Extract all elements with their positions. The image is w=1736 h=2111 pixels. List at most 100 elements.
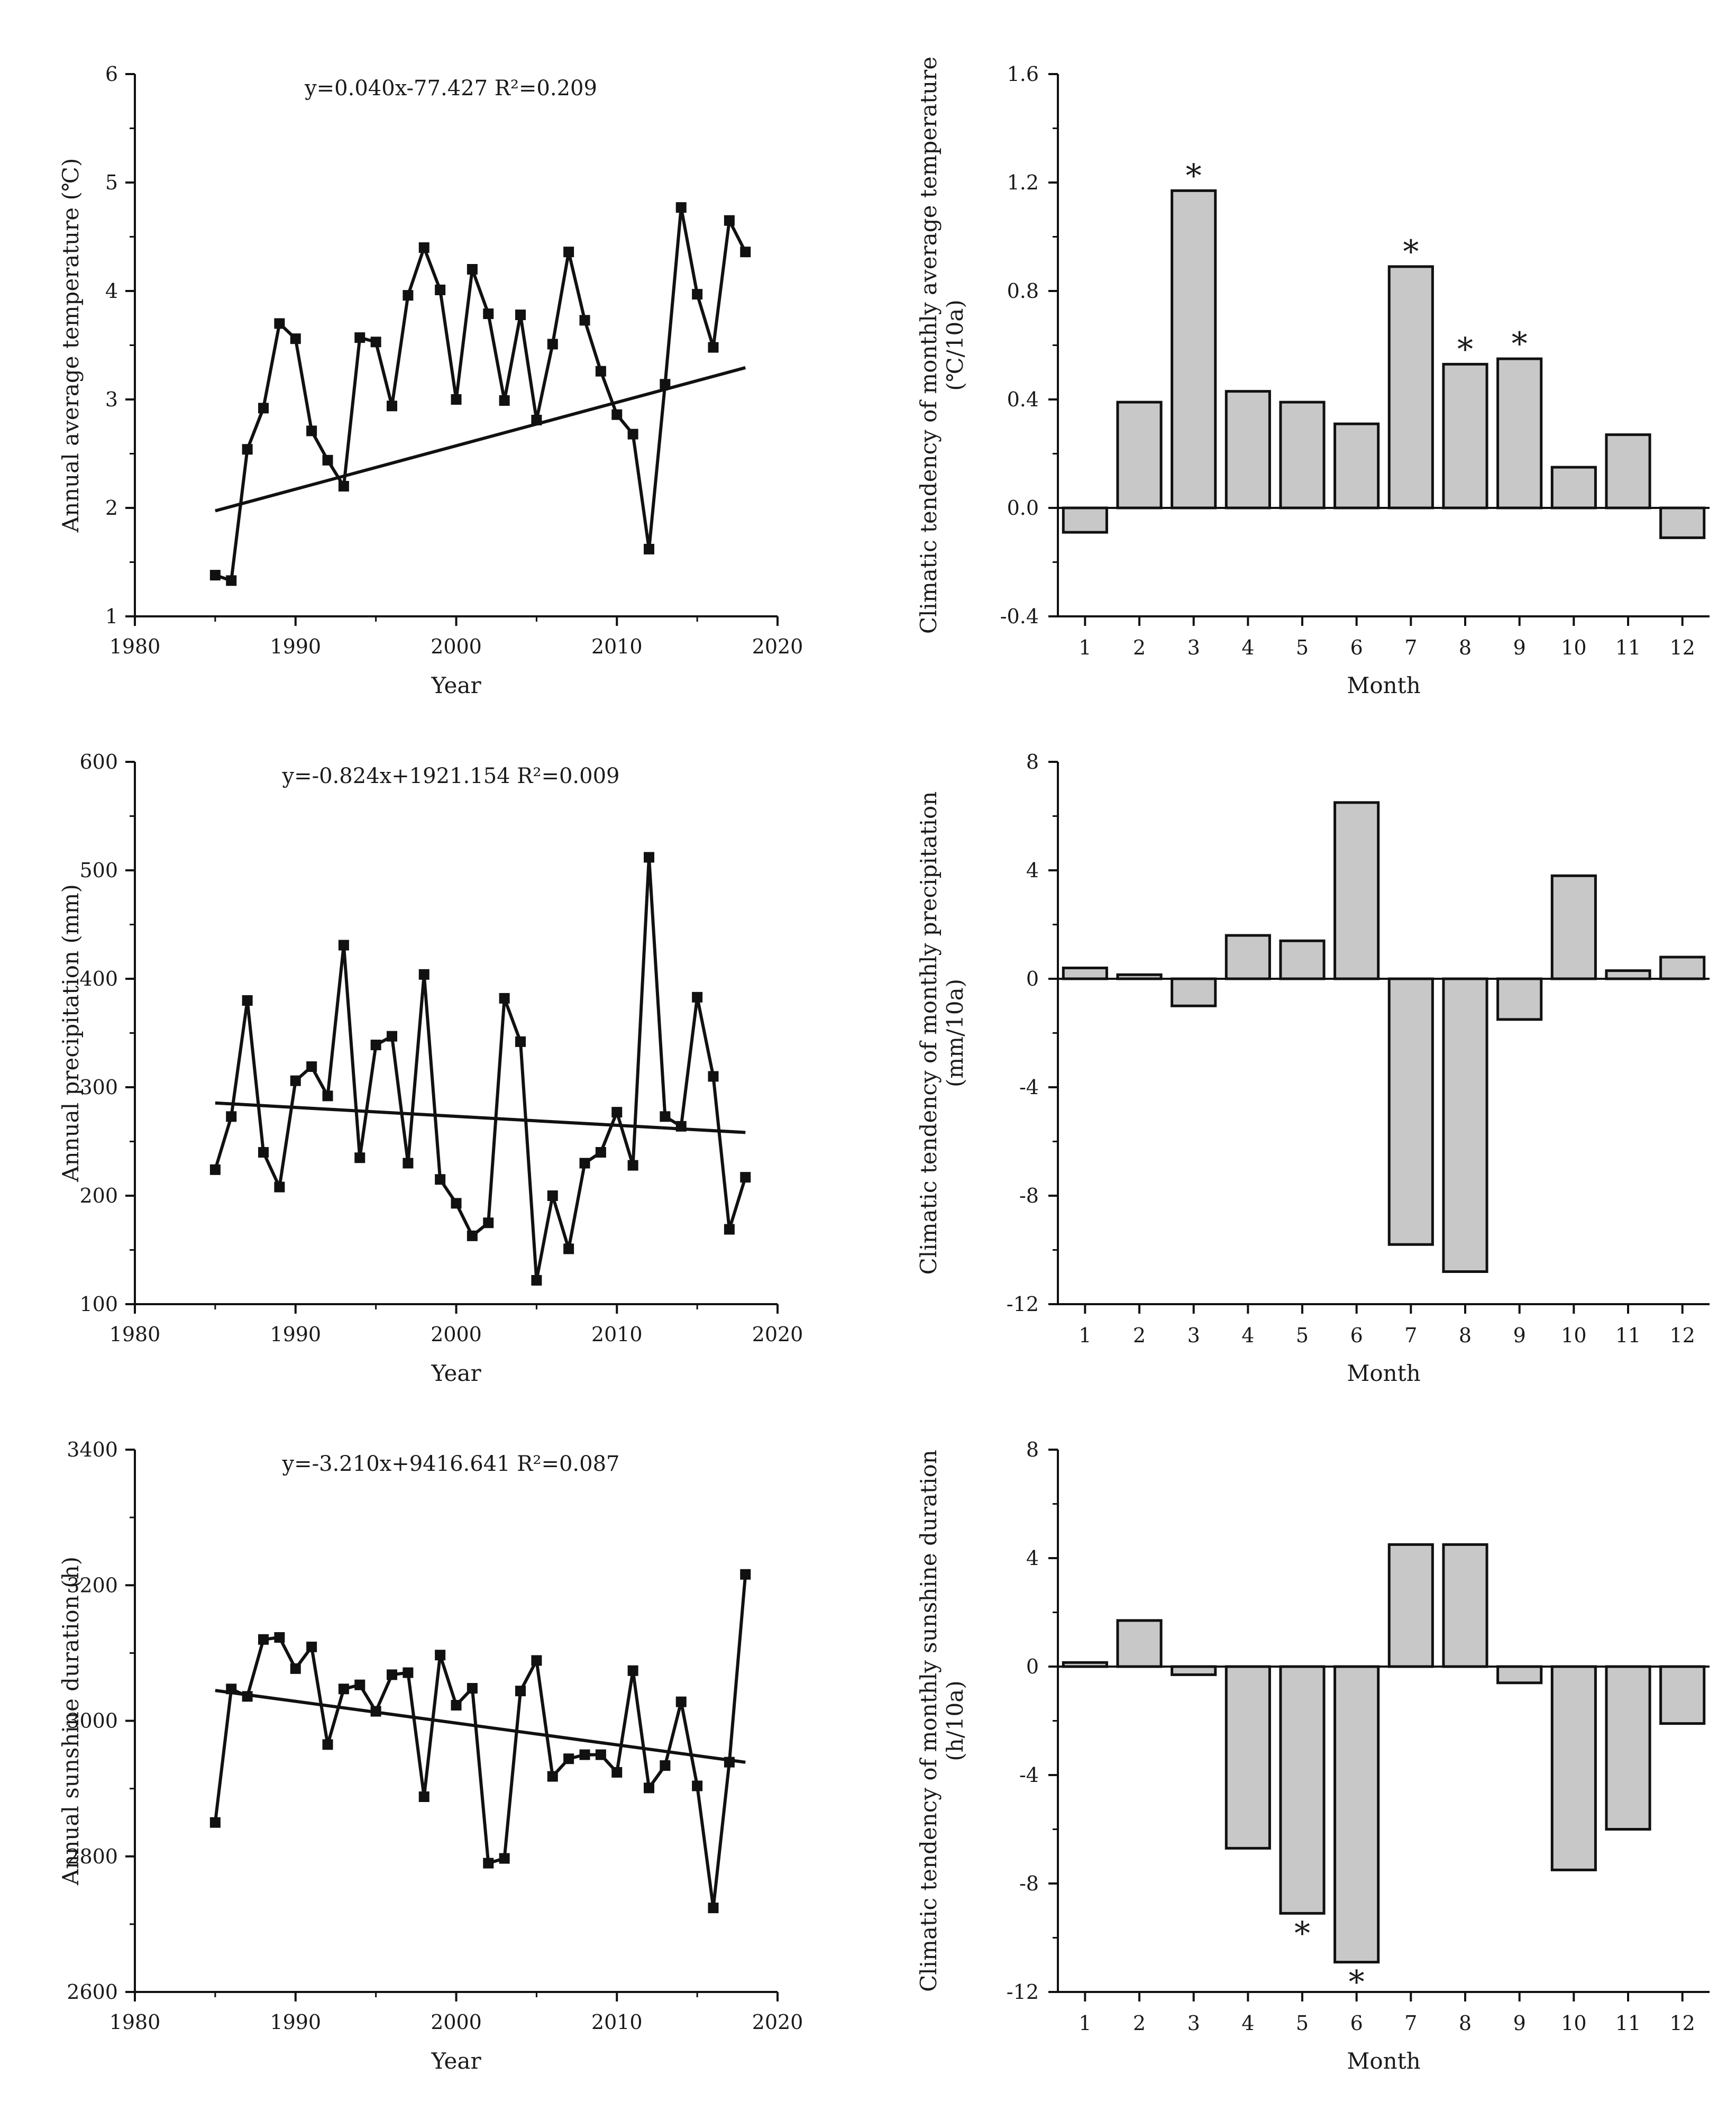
data-point [483,308,494,320]
x-tick-label: 6 [1350,1324,1363,1347]
data-point [547,1771,558,1782]
y-tick-label: 100 [79,1293,118,1316]
data-point [258,403,269,414]
x-tick-label: 4 [1241,636,1254,659]
data-point [370,336,381,348]
bar-month-6 [1333,1665,1380,1964]
bar-month-7 [1387,977,1434,1246]
data-point [675,202,687,213]
data-point [660,1760,671,1771]
series-line [214,857,747,1281]
bar-month-5 [1279,1665,1326,1915]
data-point [724,1224,735,1235]
data-point [338,481,349,492]
y-axis-label: Climatic tendency of monthly average tem… [916,57,968,634]
data-point [387,401,397,412]
data-point [242,444,253,455]
data-point [611,1767,623,1778]
data-point [740,1569,751,1580]
x-tick-label: 7 [1404,1324,1417,1347]
data-point [579,1158,590,1169]
significance-star: * [1457,331,1473,368]
x-tick-label: 2020 [752,1323,803,1346]
data-point [531,1275,542,1286]
bar-month-8 [1442,362,1488,509]
data-point [499,1853,510,1864]
y-tick-label: 0.0 [1007,496,1039,520]
x-axis-label: Year [431,1360,481,1386]
y-tick-label: 6 [105,62,118,86]
y-tick-label: -8 [1019,1184,1039,1207]
x-tick-label: 6 [1350,2012,1363,2035]
x-tick-label: 8 [1459,636,1472,659]
bar-month-5 [1279,939,1326,980]
data-point [274,1181,285,1193]
bar-month-4 [1225,1665,1271,1850]
x-tick-label: 2000 [431,2010,482,2034]
y-axis-label: Annual average temperature (℃) [58,158,84,533]
data-point [483,1858,494,1869]
data-point [708,1903,719,1914]
y-tick-label: -8 [1019,1872,1039,1895]
data-point [467,1230,478,1241]
x-tick-label: 6 [1350,636,1363,659]
data-point [209,570,221,581]
data-point [322,1090,333,1102]
x-axis-label: Year [431,672,481,698]
y-tick-label: -12 [1007,1293,1039,1316]
significance-star: * [1294,1915,1310,1952]
x-tick-label: 1990 [270,1323,321,1346]
bar-month-12 [1659,1665,1706,1725]
data-point [563,1753,574,1764]
x-tick-label: 4 [1241,2012,1254,2035]
data-point [740,1172,751,1183]
y-tick-label: 4 [105,279,118,303]
data-point [306,1061,317,1072]
data-point [627,1160,638,1171]
y-tick-label: -12 [1007,1980,1039,2004]
bar-month-11 [1605,433,1651,509]
chart-precip-line: 100 200 300 400 500 600 1980 1990 2000 2010 2020 y=… [58,750,803,1386]
data-point [354,332,366,343]
bar-month-3 [1171,977,1217,1007]
x-tick-label: 12 [1669,1324,1695,1347]
x-tick-label: 1 [1079,636,1091,659]
x-tick-label: 2010 [591,1323,643,1346]
data-point [627,429,638,440]
y-axis-label: Climatic tendency of monthly precipitati… [916,791,968,1275]
x-tick-label: 7 [1404,2012,1417,2035]
data-point [515,310,526,321]
bar-month-8 [1442,977,1488,1273]
data-point [595,1749,606,1760]
data-point [675,1696,687,1707]
x-tick-label: 2010 [591,635,643,658]
regression-equation: y=-3.210x+9416.641 R²=0.087 [282,1452,620,1476]
x-tick-label: 2010 [591,2010,643,2034]
bar-month-2 [1116,973,1163,980]
x-tick-label: 1 [1079,2012,1091,2035]
data-point [563,1243,574,1254]
bar-month-10 [1550,466,1597,509]
x-tick-label: 2000 [431,635,482,658]
data-point [515,1036,526,1047]
data-point [418,1791,430,1802]
x-tick-label: 1 [1079,1324,1091,1347]
y-tick-label: 400 [79,967,118,990]
data-point [499,993,510,1004]
data-point [290,1663,301,1674]
y-tick-label: 1.2 [1007,171,1039,194]
y-tick-label: 0.8 [1007,279,1039,303]
y-axis-label: Annual sunshine duration (h) [58,1557,84,1886]
data-point [258,1634,269,1645]
trend-line [215,366,746,513]
data-point [322,454,333,466]
data-point [660,379,671,390]
data-point [290,1075,301,1086]
x-tick-label: 1980 [109,2010,161,2034]
bar-month-4 [1225,934,1271,980]
x-tick-label: 1980 [109,1323,161,1346]
data-point [451,394,462,405]
x-tick-label: 3 [1187,1324,1200,1347]
